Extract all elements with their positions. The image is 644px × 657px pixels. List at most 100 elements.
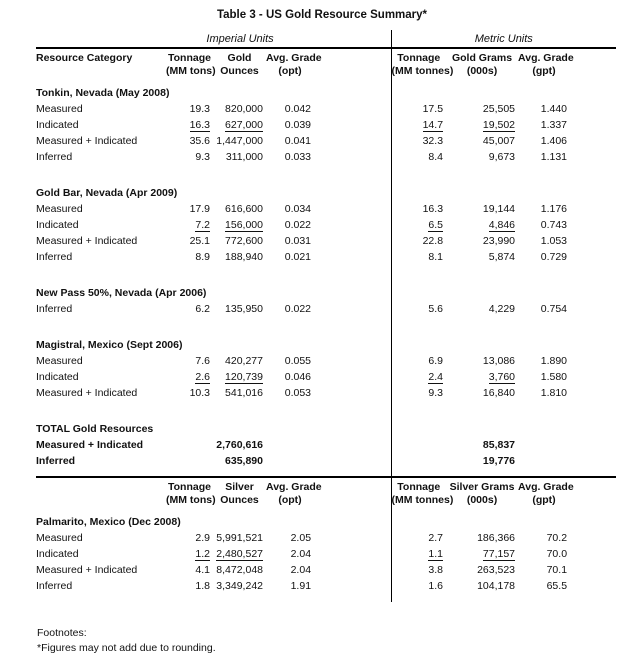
row-label: Indicated (36, 370, 79, 383)
gap-cell (36, 400, 391, 418)
column-header-line: Tonnage (397, 52, 441, 64)
cell-avg-grade-opt: 0.039 (284, 118, 312, 131)
underlined-value: 19,502 (482, 118, 516, 132)
row-filler (570, 452, 616, 468)
cell-tonnage-metric: 14.7 (390, 116, 447, 132)
underlined-value: 6.5 (428, 218, 444, 232)
cell-tonnage-imperial: 4.1 (195, 563, 210, 576)
gap-cell (390, 164, 617, 182)
row-spacer (314, 368, 391, 384)
row-spacer (314, 232, 391, 248)
column-header-line: (000s) (466, 494, 498, 507)
underlined-value: 1.2 (195, 547, 210, 561)
cell-tonnage-imperial: 7.2 (166, 216, 213, 232)
row-label: Measured + Indicated (36, 563, 138, 576)
column-header-row: Tonnage (MM tons) Silver Ounces Avg. Grade (o… (36, 476, 617, 511)
gap-cell (36, 264, 391, 282)
header-spacer (314, 48, 391, 82)
section-name-spacer (390, 182, 617, 200)
cell-tonnage-imperial: 2.9 (195, 531, 210, 544)
column-header-1: Silver Ounces (213, 476, 266, 511)
column-header-3: Tonnage (MM tonnes) (390, 48, 453, 82)
row-filler (570, 352, 616, 368)
data-row: Inferred 9.3 311,000 0.033 8.4 9,673 1.131 (36, 148, 616, 164)
underlined-value: 627,000 (225, 118, 263, 132)
cell-tonnage-imperial: 2.6 (166, 368, 213, 384)
cell-tonnage-imperial: 35.6 (189, 134, 210, 147)
cell-avg-grade-opt: 0.042 (284, 102, 312, 115)
unit-group-imperial: Imperial Units (166, 30, 315, 49)
cell-avg-grade-opt (266, 436, 314, 452)
underlined-value: 4,846 (488, 218, 516, 232)
section-gap-row (36, 593, 617, 602)
column-header-line: (opt) (278, 494, 302, 507)
cell-gold-grams: 5,874 (488, 250, 516, 263)
cell-avg-grade-gpt: 1.406 (540, 134, 568, 147)
cell-tonnage-imperial: 16.3 (166, 116, 213, 132)
row-label: Measured (36, 354, 83, 367)
data-row: Measured 19.3 820,000 0.042 17.5 25,505 1.440 (36, 100, 616, 116)
cell-gold-grams: 19,776 (482, 454, 516, 467)
underlined-value: 156,000 (225, 218, 263, 232)
footnotes: Footnotes: *Figures may not add due to r… (37, 626, 644, 656)
column-header-line: Gold Grams (451, 52, 513, 64)
cell-tonnage-imperial: 17.9 (189, 202, 210, 215)
gap-cell (36, 164, 391, 182)
section-name-row: TOTAL Gold Resources (36, 418, 617, 436)
cell-avg-grade-opt: 0.022 (284, 218, 312, 231)
cell-tonnage-metric: 32.3 (390, 132, 447, 148)
cell-tonnage-metric: 5.6 (390, 300, 447, 316)
cell-gold-grams: 3,760 (446, 368, 518, 384)
row-label: Measured + Indicated (36, 134, 138, 147)
cell-avg-grade-opt: 0.022 (284, 302, 312, 315)
cell-gold-ounces: 541,016 (225, 386, 263, 399)
cell-silver-grams: 104,178 (477, 579, 516, 592)
column-header-category: Resource Category (36, 52, 133, 64)
cell-gold-grams: 23,990 (482, 234, 516, 247)
column-header-0: Tonnage (MM tons) (166, 48, 216, 82)
cell-gold-ounces: 616,600 (225, 202, 263, 215)
data-row: Inferred 1.8 3,349,242 1.91 1.6 104,178 65.5 (36, 577, 616, 593)
column-header-line: Tonnage (168, 481, 211, 493)
data-row: Measured + Indicated 25.1 772,600 0.031 22.8… (36, 232, 616, 248)
row-label: Measured + Indicated (36, 438, 144, 451)
underlined-value: 2,480,527 (216, 547, 263, 561)
cell-avg-grade-gpt (518, 452, 570, 468)
row-spacer (314, 116, 391, 132)
section-name: TOTAL Gold Resources (36, 422, 154, 435)
data-row: Measured 7.6 420,277 0.055 6.9 13,086 1.890 (36, 352, 616, 368)
cell-avg-grade-opt: 0.046 (284, 370, 312, 383)
cell-silver-grams: 186,366 (477, 531, 516, 544)
row-label: Indicated (36, 547, 79, 560)
underlined-value: 2.6 (195, 370, 210, 384)
section-name: Tonkin, Nevada (May 2008) (36, 86, 170, 99)
data-row: Measured + Indicated 35.6 1,447,000 0.041 32… (36, 132, 616, 148)
cell-tonnage-metric: 2.4 (390, 368, 447, 384)
header-filler (570, 476, 617, 511)
cell-avg-grade-opt: 0.041 (284, 134, 312, 147)
gap-cell (390, 593, 617, 602)
cell-gold-grams: 19,144 (482, 202, 516, 215)
cell-tonnage-imperial: 10.3 (189, 386, 210, 399)
section-gap-row (36, 316, 617, 334)
cell-tonnage-metric (390, 452, 447, 468)
cell-avg-grade-opt: 0.021 (284, 250, 312, 263)
cell-avg-grade-gpt: 0.754 (540, 302, 568, 315)
cell-silver-ounces: 5,991,521 (216, 531, 263, 544)
header-filler (570, 48, 616, 82)
cell-avg-grade-opt: 0.031 (284, 234, 312, 247)
section-gap-row (36, 400, 617, 418)
row-label: Measured + Indicated (36, 234, 138, 247)
cell-gold-ounces: 635,890 (225, 454, 263, 467)
section-name-spacer (390, 334, 617, 352)
section-name-spacer (390, 511, 617, 529)
cell-tonnage-metric: 3.8 (390, 561, 447, 577)
cell-avg-grade-gpt: 65.5 (546, 579, 568, 592)
cell-gold-grams: 13,086 (482, 354, 516, 367)
cell-gold-ounces: 420,277 (225, 354, 263, 367)
cell-avg-grade-gpt: 1.337 (540, 118, 568, 131)
cell-avg-grade-gpt: 0.743 (540, 218, 568, 231)
column-header-line: (opt) (278, 65, 302, 78)
cell-tonnage-metric (390, 436, 447, 452)
cell-avg-grade-gpt: 70.0 (546, 547, 568, 560)
